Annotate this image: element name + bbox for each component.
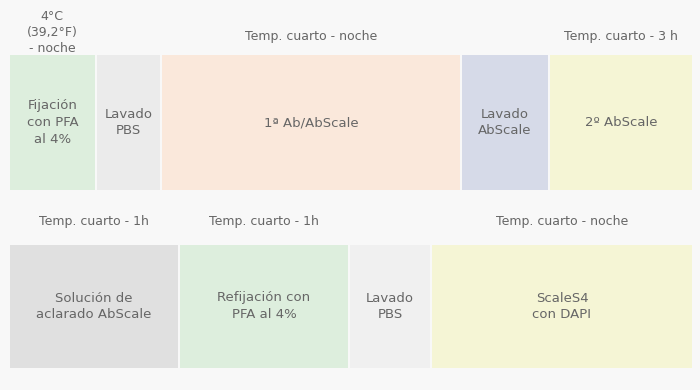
Text: Solución de
aclarado AbScale: Solución de aclarado AbScale [36, 291, 152, 321]
Bar [180, 245, 348, 368]
Text: Lavado
PBS: Lavado PBS [366, 291, 414, 321]
Text: Refijación con
PFA al 4%: Refijación con PFA al 4% [218, 291, 311, 321]
Text: Temp. cuarto - noche: Temp. cuarto - noche [496, 215, 628, 228]
Bar [550, 55, 692, 190]
Text: Lavado
PBS: Lavado PBS [104, 108, 153, 138]
Text: Fijación
con PFA
al 4%: Fijación con PFA al 4% [27, 99, 78, 146]
Text: ScaleS4
con DAPI: ScaleS4 con DAPI [533, 291, 592, 321]
Text: Lavado
AbScale: Lavado AbScale [478, 108, 532, 138]
Text: Temp. cuarto - 3 h: Temp. cuarto - 3 h [564, 30, 678, 43]
Text: Temp. cuarto - noche: Temp. cuarto - noche [245, 30, 377, 43]
Bar [462, 55, 548, 190]
Text: Temp. cuarto - 1h: Temp. cuarto - 1h [209, 215, 319, 228]
Bar [162, 55, 460, 190]
Bar [10, 55, 95, 190]
Bar [350, 245, 430, 368]
Bar [10, 245, 178, 368]
Bar [432, 245, 692, 368]
Bar [97, 55, 160, 190]
Text: Temp. cuarto - 1h: Temp. cuarto - 1h [39, 215, 149, 228]
Text: 4°C
(39,2°F)
- noche: 4°C (39,2°F) - noche [27, 10, 78, 55]
Text: 1ª Ab/AbScale: 1ª Ab/AbScale [264, 116, 358, 129]
Text: 2º AbScale: 2º AbScale [584, 116, 657, 129]
